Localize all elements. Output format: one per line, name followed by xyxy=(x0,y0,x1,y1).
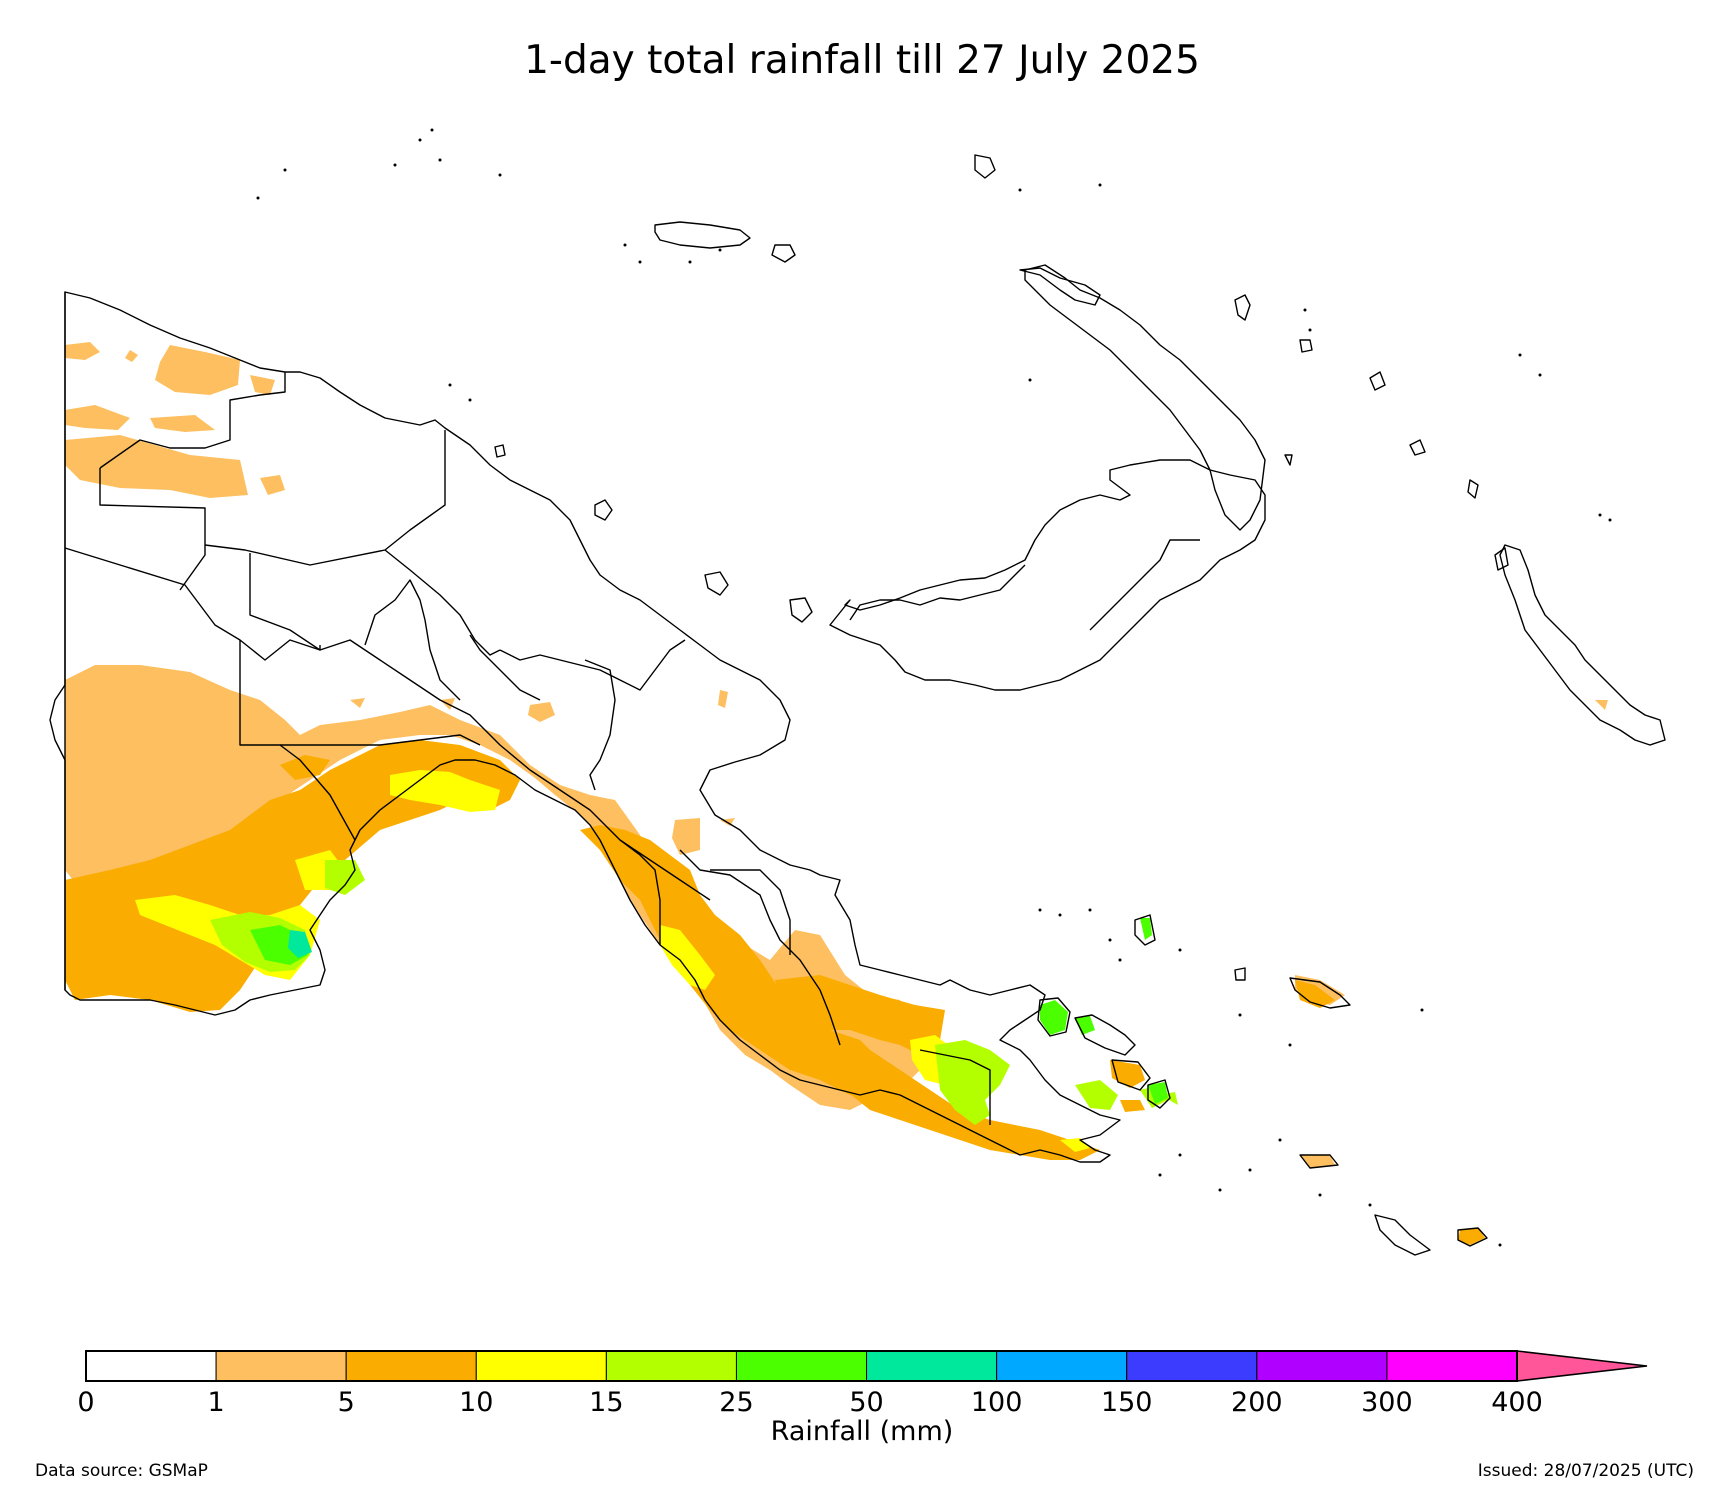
colorbar-cells xyxy=(85,1350,1518,1382)
island-outline xyxy=(1369,371,1386,391)
island-outline xyxy=(704,571,729,596)
new-britain-outline xyxy=(849,564,1026,621)
island-outline xyxy=(1289,977,1351,1009)
new-britain-outline xyxy=(829,459,1266,691)
colorbar-cell xyxy=(345,1350,477,1382)
new-hanover-outline xyxy=(1019,267,1101,306)
rainfall-50-100mm xyxy=(288,930,312,958)
rainfall-5-10mm xyxy=(65,740,1485,1245)
province-border xyxy=(364,579,461,701)
island-outline xyxy=(1374,1214,1431,1256)
colorbar-tick-label: 0 xyxy=(77,1387,95,1418)
island-outline xyxy=(1284,454,1293,466)
colorbar-frame xyxy=(85,1350,1518,1382)
island-outline xyxy=(1494,547,1509,571)
colorbar-title: Rainfall (mm) xyxy=(770,1416,954,1447)
province-border xyxy=(99,372,286,469)
island-outline xyxy=(1037,997,1071,1037)
island-outline xyxy=(1234,294,1251,321)
new-ireland-outline xyxy=(1024,264,1266,531)
island-outline xyxy=(494,444,506,458)
province-border xyxy=(679,849,841,1046)
colorbar-extend-arrow xyxy=(1516,1350,1648,1382)
map-title: 1-day total rainfall till 27 July 2025 xyxy=(524,38,1200,83)
island-outline xyxy=(1147,1079,1171,1109)
province-border xyxy=(239,640,356,841)
province-border xyxy=(710,869,791,955)
colorbar-tick-label: 300 xyxy=(1361,1387,1413,1418)
issued-date-text: Issued: 28/07/2025 (UTC) xyxy=(1477,1461,1694,1481)
province-border xyxy=(1089,539,1200,631)
province-border xyxy=(204,544,501,656)
island-outline xyxy=(594,499,613,521)
colorbar-cell xyxy=(85,1350,217,1382)
colorbar-tick-label: 5 xyxy=(337,1387,355,1418)
colorbar-cell xyxy=(866,1350,998,1382)
island-outline xyxy=(974,154,996,179)
island-outline xyxy=(1457,1227,1488,1247)
province-border xyxy=(64,547,711,901)
province-border xyxy=(99,468,206,591)
colorbar-cell xyxy=(996,1350,1128,1382)
island-outline xyxy=(1409,439,1426,456)
island-outline xyxy=(1111,1059,1151,1091)
small-island-dots xyxy=(256,128,1612,1247)
island-outline xyxy=(1234,967,1246,981)
island-outline xyxy=(1299,339,1313,353)
island-outline xyxy=(771,244,796,263)
province-border xyxy=(469,634,541,701)
data-source-text: Data source: GSMaP xyxy=(35,1461,208,1481)
province-border xyxy=(499,639,686,691)
island-outline xyxy=(1299,1154,1339,1169)
colorbar-tick-label: 100 xyxy=(970,1387,1023,1418)
province-border xyxy=(584,659,616,791)
island-outline xyxy=(1074,1014,1136,1056)
colorbar-cell xyxy=(1256,1350,1388,1382)
island-outline xyxy=(789,597,813,623)
colorbar-tick-label: 10 xyxy=(459,1387,494,1418)
colorbar-cell xyxy=(1386,1350,1518,1382)
colorbar-tick-label: 200 xyxy=(1231,1387,1283,1418)
colorbar-tick-label: 25 xyxy=(719,1387,754,1418)
province-border xyxy=(384,430,446,551)
colorbar-tick-label: 50 xyxy=(849,1387,884,1418)
island-outline xyxy=(1467,479,1479,499)
colorbar-cell xyxy=(735,1350,868,1382)
province-border xyxy=(249,553,321,651)
coastline-outlines xyxy=(49,154,1666,1256)
island-outline xyxy=(1134,914,1156,946)
colorbar-cell xyxy=(1126,1350,1258,1382)
colorbar-cell xyxy=(475,1350,607,1382)
colorbar-cell xyxy=(215,1350,347,1382)
colorbar-tick-label: 150 xyxy=(1100,1387,1153,1418)
rainfall-shading xyxy=(65,342,1608,1245)
bougainville-outline xyxy=(1499,544,1666,746)
manus-outline xyxy=(654,221,751,249)
colorbar-tick-label: 400 xyxy=(1491,1387,1543,1418)
province-border xyxy=(619,839,661,945)
mainland-outline xyxy=(49,291,1121,1163)
colorbar-tick-label: 1 xyxy=(207,1387,225,1418)
province-border xyxy=(919,1049,991,1125)
colorbar-cell xyxy=(605,1350,737,1382)
province-border xyxy=(280,734,481,746)
colorbar-tick-label: 15 xyxy=(589,1387,624,1418)
